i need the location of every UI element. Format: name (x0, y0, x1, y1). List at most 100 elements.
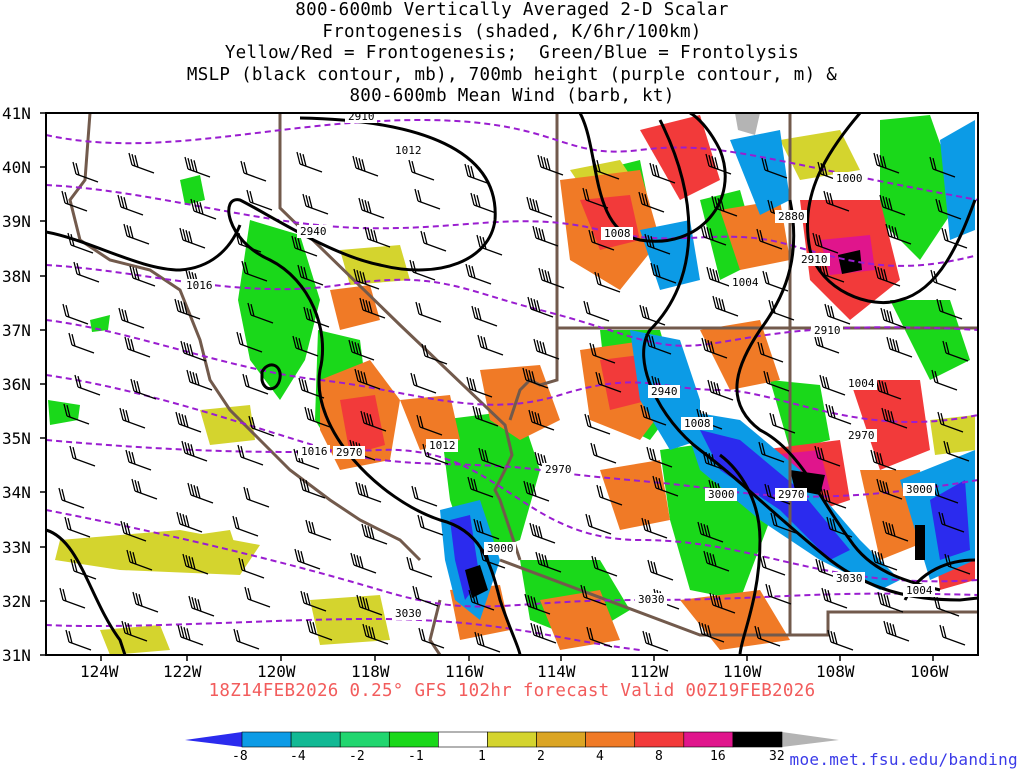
wind-barb (406, 556, 433, 578)
colorbar-swatch (732, 731, 783, 748)
svg-text:2970: 2970 (848, 429, 875, 442)
wind-barb (938, 511, 965, 533)
wind-barb (410, 372, 437, 394)
lat-tick-label: 41N (2, 104, 31, 123)
height-label: 2970 (333, 446, 365, 459)
wind-barb (125, 449, 152, 471)
wind-barb (886, 336, 913, 358)
wind-barb (421, 343, 448, 365)
wind-barb (238, 557, 265, 579)
wind-barb (184, 156, 211, 178)
svg-text:3030: 3030 (836, 572, 863, 585)
wind-barb (876, 478, 903, 500)
wind-barb (580, 584, 607, 606)
wind-barb (415, 301, 442, 323)
height-label: 2910 (345, 110, 377, 123)
wind-barb (348, 339, 375, 361)
wind-barb (762, 270, 789, 292)
colorbar-end-high (782, 732, 839, 747)
wind-barb (409, 259, 436, 281)
lat-tick-label: 38N (2, 267, 31, 286)
wind-barb (935, 198, 962, 220)
wind-barb (533, 338, 560, 360)
svg-text:1004: 1004 (732, 276, 759, 289)
wind-barb (642, 630, 669, 652)
wind-barb (350, 552, 377, 574)
mslp-label: 1008 (601, 227, 633, 240)
wind-barb (72, 161, 99, 183)
lon-tick-label: 120W (257, 662, 296, 681)
lat-tick-label: 36N (2, 375, 31, 394)
wind-barb (416, 414, 443, 436)
wind-barb (528, 409, 555, 431)
mslp-label: 1004 (903, 584, 935, 597)
wind-barb (465, 263, 492, 285)
wind-barb (526, 196, 553, 218)
wind-barb (248, 415, 275, 437)
forecast-subtitle: 18Z14FEB2026 0.25° GFS 102hr forecast Va… (208, 681, 816, 701)
wind-barb (299, 477, 326, 499)
source-credit[interactable]: moe.met.fsu.edu/banding (789, 750, 1018, 769)
svg-text:2910: 2910 (814, 324, 841, 337)
wind-barb (473, 518, 500, 540)
title-line-4: MSLP (black contour, mb), 700mb height (… (186, 64, 838, 85)
wind-barb (705, 153, 732, 175)
wind-barb (300, 590, 327, 612)
wind-barb (770, 512, 797, 534)
colorbar-swatch (585, 731, 636, 748)
wind-barb (73, 261, 100, 283)
colorbar-swatch (634, 731, 685, 748)
wind-barb (179, 227, 206, 249)
wind-barb (652, 475, 679, 497)
wind-barb (703, 550, 730, 572)
height-label: 3000 (903, 483, 935, 496)
wind-barb (931, 369, 958, 391)
wind-barb (296, 151, 323, 173)
mslp-label: 1000 (833, 172, 865, 185)
lon-tick-label: 116W (445, 662, 484, 681)
svg-text:2910: 2910 (348, 110, 375, 123)
wind-barb (467, 476, 494, 498)
wind-barb (303, 306, 330, 328)
wind-barb (641, 517, 668, 539)
svg-text:3030: 3030 (395, 607, 422, 620)
lat-tick-label: 34N (2, 483, 31, 502)
wind-barb (756, 228, 783, 250)
wind-barb (647, 559, 674, 581)
colorbar-label: -8 (232, 749, 248, 764)
wind-barb (408, 159, 435, 181)
title-line-2: Frontogenesis (shaded, K/6hr/100km) (322, 21, 702, 42)
wind-barb (591, 555, 618, 577)
wind-barb (131, 478, 158, 500)
wind-barb (929, 156, 956, 178)
svg-text:2880: 2880 (778, 210, 805, 223)
wind-barb (529, 522, 556, 544)
wind-barb (870, 449, 897, 471)
wind-barb (814, 445, 841, 467)
wind-barb (478, 447, 505, 469)
mslp-label: 1012 (426, 439, 458, 452)
height-label: 2910 (811, 324, 843, 337)
wind-barb (700, 224, 727, 246)
lon-tick-label: 114W (537, 662, 576, 681)
wind-barb (639, 304, 666, 326)
height-label: 2880 (775, 210, 807, 223)
wind-barb (120, 520, 147, 542)
wind-barb (885, 223, 912, 245)
wind-barb (595, 371, 622, 393)
wind-barb (118, 307, 145, 329)
height-label: 2940 (297, 225, 329, 238)
wind-barb (701, 337, 728, 359)
wind-barb (818, 261, 845, 283)
colorbar-label: 2 (537, 749, 545, 764)
wind-barb (59, 587, 86, 609)
lon-tick-label: 106W (910, 662, 949, 681)
wind-barb (128, 152, 155, 174)
svg-text:1016: 1016 (186, 279, 213, 292)
lon-axis: 124W 122W 120W 118W 116W 114W 112W 110W … (80, 655, 949, 681)
wind-barb (470, 192, 497, 214)
wind-barb (590, 442, 617, 464)
wind-barb (64, 516, 91, 538)
wind-barb (936, 298, 963, 320)
wind-barb (707, 379, 734, 401)
